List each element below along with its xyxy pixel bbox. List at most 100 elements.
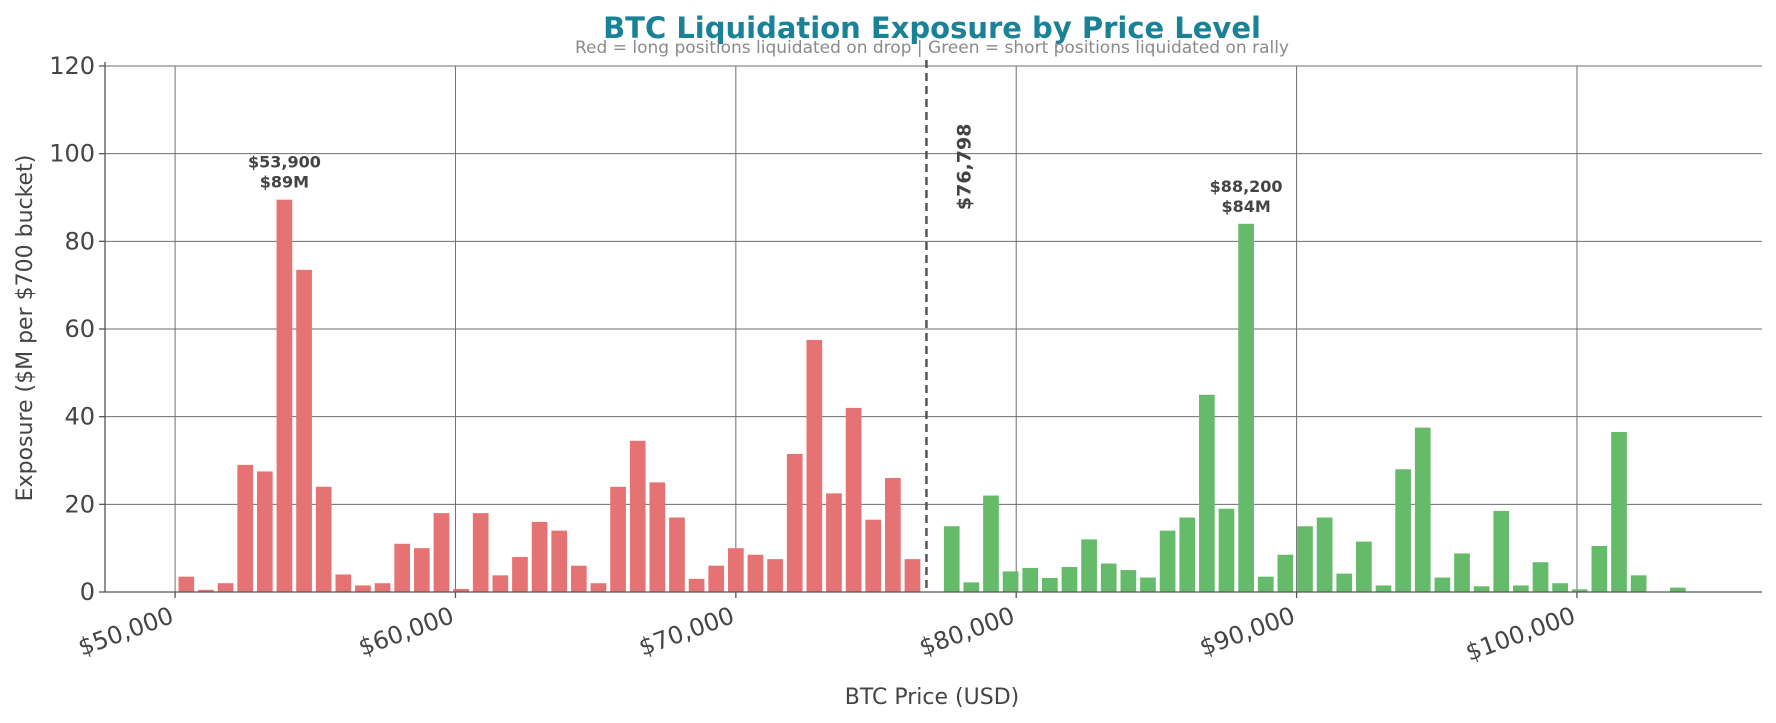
short-bar bbox=[1670, 587, 1686, 592]
short-bar bbox=[1022, 567, 1039, 592]
bars-group bbox=[178, 199, 1686, 593]
chart-title: BTC Liquidation Exposure by Price Level bbox=[603, 11, 1261, 45]
short-bar bbox=[1316, 517, 1333, 592]
long-bar bbox=[335, 574, 352, 592]
short-bar bbox=[1081, 539, 1097, 592]
long-bar bbox=[315, 486, 332, 592]
long-bar bbox=[472, 513, 489, 592]
short-bar bbox=[1591, 545, 1608, 592]
short-bar bbox=[1356, 541, 1372, 592]
long-bar bbox=[276, 199, 293, 593]
short-bar bbox=[1630, 575, 1647, 592]
short-bar bbox=[1434, 577, 1451, 592]
x-tick-label: $50,000 bbox=[74, 601, 177, 661]
long-bar bbox=[256, 471, 273, 592]
long-bar bbox=[865, 519, 882, 592]
long-bar bbox=[590, 583, 607, 592]
long-bar bbox=[217, 583, 234, 592]
short-bar bbox=[1395, 469, 1411, 592]
y-tick-label: 120 bbox=[49, 52, 95, 80]
long-bar bbox=[374, 583, 391, 592]
y-tick-label: 40 bbox=[64, 403, 95, 431]
short-bar bbox=[1336, 573, 1353, 592]
short-bar bbox=[1414, 427, 1431, 592]
current-price-group: $76,798 bbox=[925, 60, 975, 592]
short-bar bbox=[963, 582, 980, 592]
short-bar bbox=[1297, 526, 1313, 592]
short-bar bbox=[1257, 576, 1274, 592]
long-bar bbox=[551, 530, 568, 592]
chart-subtitle: Red = long positions liquidated on drop … bbox=[575, 38, 1289, 58]
long-bar bbox=[727, 548, 744, 592]
short-bar bbox=[1238, 223, 1254, 593]
short-bar bbox=[1473, 586, 1490, 592]
long-bar bbox=[433, 513, 450, 592]
y-tick-label: 20 bbox=[64, 490, 95, 518]
long-bar bbox=[826, 493, 842, 592]
grid bbox=[105, 65, 1762, 592]
short-bar bbox=[1120, 570, 1137, 592]
long-bar bbox=[649, 482, 666, 592]
x-tick-label: $90,000 bbox=[1196, 601, 1299, 661]
y-axis-label: Exposure ($M per $700 bucket) bbox=[13, 155, 38, 502]
short-bar bbox=[1513, 585, 1529, 592]
x-tick-label: $60,000 bbox=[355, 601, 458, 661]
peak-annotation: $53,900 bbox=[248, 153, 321, 172]
short-bar bbox=[1611, 432, 1627, 592]
short-bar bbox=[943, 526, 960, 592]
peak-annotation: $89M bbox=[260, 173, 309, 192]
x-tick-label: $100,000 bbox=[1462, 601, 1579, 666]
peak-annotation: $88,200 bbox=[1210, 177, 1283, 196]
short-bar bbox=[1061, 567, 1078, 592]
long-bar bbox=[786, 453, 803, 592]
long-bar bbox=[296, 269, 312, 592]
y-tick-label: 100 bbox=[49, 140, 95, 168]
short-bar bbox=[1532, 562, 1549, 592]
x-tick-label: $80,000 bbox=[915, 601, 1018, 661]
long-bar bbox=[237, 464, 254, 592]
y-tick-label: 0 bbox=[80, 578, 95, 606]
long-bar bbox=[413, 548, 430, 592]
long-bar bbox=[570, 565, 587, 592]
y-tick-label: 60 bbox=[64, 315, 95, 343]
long-bar bbox=[394, 543, 411, 592]
long-bar bbox=[747, 554, 764, 592]
long-bar bbox=[355, 585, 371, 592]
short-bar bbox=[1454, 553, 1470, 592]
short-bar bbox=[1375, 585, 1392, 592]
long-bar bbox=[610, 486, 626, 592]
short-bar bbox=[1159, 530, 1176, 592]
axes bbox=[99, 62, 1762, 598]
long-bar bbox=[178, 576, 195, 592]
long-bar bbox=[884, 478, 901, 592]
long-bar bbox=[492, 575, 509, 592]
short-bar bbox=[1493, 510, 1510, 592]
long-bar bbox=[198, 589, 214, 592]
x-axis-label: BTC Price (USD) bbox=[845, 685, 1019, 710]
long-bar bbox=[453, 588, 469, 592]
long-bar bbox=[512, 556, 528, 592]
short-bar bbox=[1179, 517, 1196, 592]
long-bar bbox=[688, 578, 705, 592]
long-bar bbox=[531, 521, 548, 592]
long-bar bbox=[904, 559, 921, 592]
peak-annotation: $84M bbox=[1221, 197, 1270, 216]
short-bar bbox=[1140, 577, 1156, 592]
short-bar bbox=[1571, 589, 1588, 592]
short-bar bbox=[1218, 508, 1235, 592]
short-bar bbox=[1002, 571, 1019, 592]
short-bar bbox=[1199, 394, 1215, 592]
long-bar bbox=[806, 339, 823, 592]
long-bar bbox=[629, 440, 646, 592]
long-bar bbox=[845, 407, 862, 592]
short-bar bbox=[1100, 563, 1117, 592]
long-bar bbox=[708, 565, 725, 592]
short-bar bbox=[983, 495, 999, 592]
short-bar bbox=[1042, 577, 1058, 592]
long-bar bbox=[767, 559, 783, 592]
short-bar bbox=[1552, 583, 1568, 592]
long-bar bbox=[669, 517, 685, 592]
y-tick-label: 80 bbox=[64, 227, 95, 255]
short-bar bbox=[1277, 554, 1294, 592]
